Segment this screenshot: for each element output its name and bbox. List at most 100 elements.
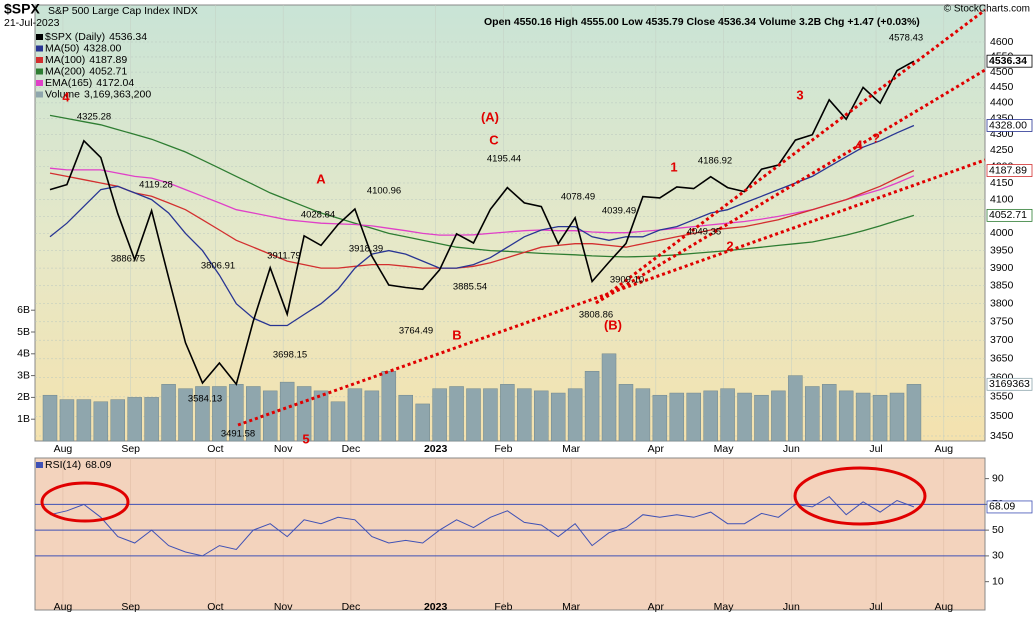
wave-label: (B) [604, 317, 622, 332]
legend-swatch [36, 45, 43, 52]
x-tick-label: Oct [207, 443, 223, 455]
x-tick-label: Jun [783, 601, 800, 613]
volume-bar [449, 386, 464, 442]
y-tick-label: 4000 [990, 227, 1014, 239]
value-tag: 4328.00 [989, 119, 1027, 131]
volume-bar [788, 375, 803, 442]
value-tag: 3169363 [989, 378, 1030, 390]
price-annotation: 3806.91 [201, 261, 235, 272]
series-line [49, 167, 915, 236]
legend-value: 4536.34 [109, 31, 147, 43]
price-panel [34, 4, 986, 442]
volume-bar [855, 392, 871, 442]
legend-name: MA(200) [45, 65, 85, 77]
volume-bar [500, 384, 515, 442]
price-annotation: 3491.58 [221, 429, 255, 440]
price-annotation: 4325.28 [77, 112, 111, 123]
volume-bar [127, 397, 142, 442]
volume-bar [398, 394, 413, 442]
rsi-tick-label: 10 [992, 575, 1004, 587]
wave-label: C [489, 132, 499, 147]
rsi-tick-label: 30 [992, 550, 1004, 562]
subtitle: S&P 500 Large Cap Index INDX [48, 5, 198, 17]
price-annotation: 3886.75 [111, 254, 145, 265]
volume-bar [805, 386, 820, 442]
price-annotation: 3885.54 [453, 282, 487, 293]
volume-bar [889, 392, 905, 442]
date: 21-Jul-2023 [4, 17, 60, 29]
y2-tick-label: 5B [17, 326, 30, 338]
y-tick-label: 3850 [990, 280, 1014, 292]
value-tag-box [986, 208, 1033, 222]
price-annotation: 3918.39 [349, 244, 383, 255]
y-tick-label: 4250 [990, 144, 1014, 156]
volume-bar [754, 394, 769, 442]
legend-swatch [36, 80, 43, 86]
volume-bar [330, 401, 346, 442]
y-tick-label: 4400 [990, 97, 1014, 109]
volume-bar [618, 384, 634, 442]
y-tick-label: 4500 [990, 66, 1014, 78]
legend-name: MA(50) [45, 42, 79, 54]
price-annotation: 3698.15 [273, 350, 307, 361]
rsi-tick-label: 50 [992, 524, 1004, 536]
series-line [49, 495, 915, 557]
volume-bar [872, 394, 888, 442]
y-tick-label: 3950 [990, 244, 1014, 256]
x-tick-label: Dec [342, 601, 361, 613]
x-tick-label: Aug [54, 443, 73, 455]
volume-bar [246, 386, 261, 442]
volume-bar [838, 390, 854, 442]
wave-label: 5 [302, 431, 309, 446]
value-tag-box [986, 500, 1033, 514]
highlight-ellipse [793, 466, 927, 526]
volume-bar [771, 390, 786, 442]
y2-tick-label: 4B [17, 348, 30, 360]
y-tick-label: 4100 [990, 193, 1014, 205]
volume-bar [550, 392, 566, 442]
y-tick-label: 4450 [990, 81, 1014, 93]
highlight-ellipse [40, 481, 130, 523]
x-tick-label: Feb [494, 601, 512, 613]
x-tick-label: Apr [648, 601, 665, 613]
wave-label: 1 [670, 159, 677, 174]
value-tag: 4187.89 [989, 164, 1027, 176]
legend-name: Volume [45, 88, 80, 100]
x-tick-label: 2023 [424, 601, 448, 613]
legend-swatch [36, 462, 43, 468]
legend-value: 4172.04 [96, 77, 134, 89]
price-annotation: 3764.49 [399, 326, 433, 337]
volume-bar [110, 399, 126, 442]
volume-bar [686, 392, 701, 442]
wave-label: 3 [796, 87, 803, 102]
x-tick-label: Sep [121, 443, 140, 455]
volume-bar [906, 384, 922, 442]
y2-tick-label: 6B [17, 304, 30, 316]
price-annotation: 3808.86 [579, 310, 613, 321]
rsi-panel [34, 457, 986, 611]
price-annotation: 4186.92 [698, 156, 732, 167]
price-annotation: 4049.35 [687, 227, 721, 238]
x-tick-label: Jul [869, 601, 882, 613]
y2-tick-label: 3B [17, 369, 30, 381]
y2-tick-label: 1B [17, 413, 30, 425]
wave-label: B [452, 327, 461, 342]
title: $SPX [4, 1, 40, 17]
price-annotation: 4078.49 [561, 192, 595, 203]
price-annotation: 3911.79 [267, 251, 301, 262]
volume-bar [466, 388, 481, 442]
legend-swatch [36, 68, 43, 75]
price-annotation: 4100.96 [367, 186, 401, 197]
price-annotation: 4028.84 [301, 210, 335, 221]
wave-label: A [316, 171, 326, 186]
wave-label: 4 [62, 89, 70, 104]
x-tick-label: Mar [562, 443, 581, 455]
legend-name: MA(100) [45, 54, 85, 66]
volume-bar [212, 386, 227, 442]
wave-label: ? [872, 130, 880, 145]
volume-bar [381, 370, 397, 442]
volume-bar [347, 388, 363, 442]
volume-bar [279, 381, 295, 442]
volume-bar [483, 388, 498, 442]
